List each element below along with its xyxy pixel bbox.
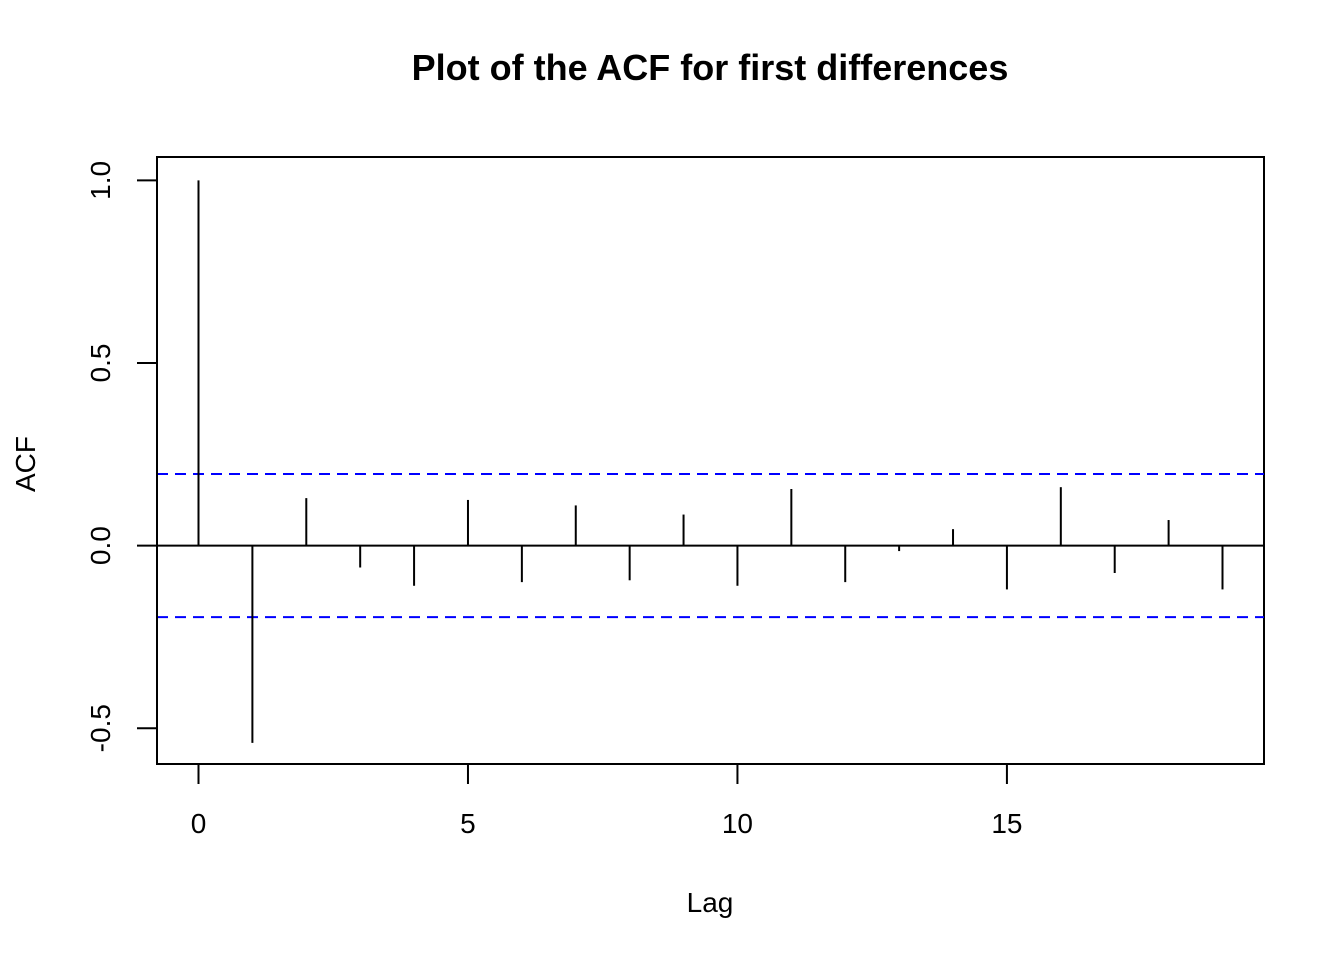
plot-frame: [156, 156, 1265, 765]
x-tick-label: 10: [722, 808, 753, 839]
y-tick-label: 1.0: [85, 161, 116, 200]
x-tick-label: 0: [191, 808, 207, 839]
x-tick-label: 5: [460, 808, 476, 839]
acf-bars: [197, 180, 1224, 743]
x-tick-label: 15: [991, 808, 1022, 839]
x-axis: 0 5 10 15: [191, 763, 1022, 839]
x-axis-label: Lag: [687, 887, 734, 918]
confidence-bands: [157, 473, 1264, 619]
y-tick-label: 0.5: [85, 344, 116, 383]
y-tick-label: -0.5: [85, 704, 116, 752]
y-axis-label: ACF: [10, 436, 41, 492]
chart-title: Plot of the ACF for first differences: [412, 47, 1009, 88]
y-tick-label: 0.0: [85, 526, 116, 565]
y-axis: -0.5 0.0 0.5 1.0: [85, 161, 158, 752]
